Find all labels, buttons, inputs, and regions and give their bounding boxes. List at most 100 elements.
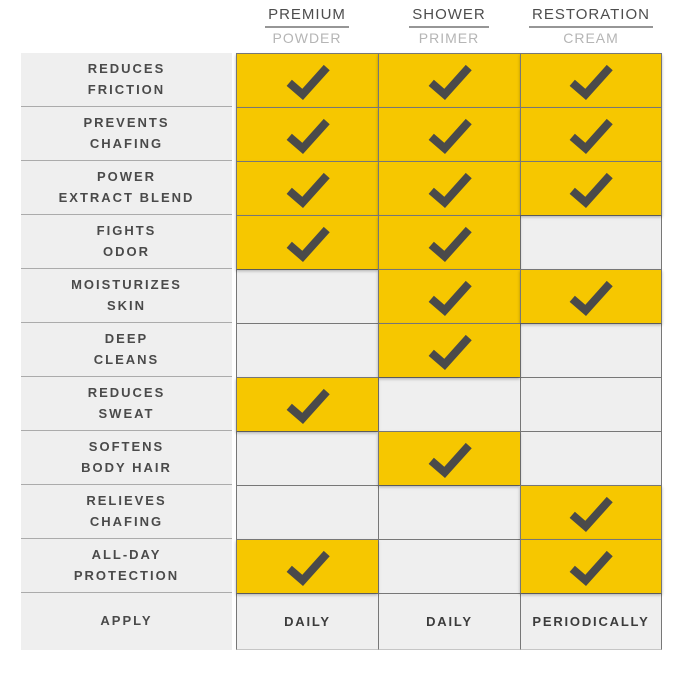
- feature-row-label: REDUCES FRICTION: [21, 53, 232, 107]
- checkmark-icon: [569, 550, 613, 586]
- feature-row: REDUCES FRICTION: [21, 53, 662, 107]
- check-cell: [236, 377, 378, 431]
- check-cell: [236, 215, 378, 269]
- feature-row-label: PREVENTS CHAFING: [21, 107, 232, 161]
- feature-row: FIGHTS ODOR: [21, 215, 662, 269]
- checkmark-icon: [569, 64, 613, 100]
- feature-label-line: PROTECTION: [73, 567, 180, 583]
- checkmark-icon: [286, 226, 330, 262]
- feature-label-line: ALL-DAY: [91, 547, 162, 563]
- feature-row: MOISTURIZES SKIN: [21, 269, 662, 323]
- apply-label-text: APPLY: [100, 613, 153, 629]
- feature-label-line: DEEP: [104, 331, 149, 347]
- feature-label-line: SOFTENS: [88, 439, 165, 455]
- feature-row: RELIEVES CHAFING: [21, 485, 662, 539]
- feature-label-line: FIGHTS: [96, 223, 157, 239]
- check-cell: [378, 431, 520, 485]
- feature-row-label: ALL-DAY PROTECTION: [21, 539, 232, 593]
- feature-label-line: EXTRACT BLEND: [58, 189, 195, 205]
- check-cell: [520, 107, 662, 161]
- feature-label-line: FRICTION: [87, 81, 166, 97]
- chart-area: PREMIUM POWDER SHOWER PRIMER RESTORATION…: [21, 6, 662, 650]
- check-cell: [520, 539, 662, 593]
- header-spacer: [21, 7, 236, 46]
- apply-row: APPLY DAILY DAILY PERIODICALLY: [21, 593, 662, 650]
- checkmark-icon: [286, 118, 330, 154]
- feature-grid: REDUCES FRICTION PREVENTS CHAFING POWER EXTRA…: [21, 53, 662, 650]
- checkmark-icon: [286, 388, 330, 424]
- empty-cell: [378, 377, 520, 431]
- feature-label-line: POWER: [96, 169, 157, 185]
- apply-value-cell: DAILY: [378, 593, 520, 650]
- checkmark-icon: [286, 172, 330, 208]
- check-cell: [378, 53, 520, 107]
- check-cell: [236, 539, 378, 593]
- feature-label-line: RELIEVES: [86, 493, 167, 509]
- check-cell: [378, 269, 520, 323]
- feature-row: ALL-DAY PROTECTION: [21, 539, 662, 593]
- apply-value-text: DAILY: [426, 614, 473, 629]
- column-name: PREMIUM: [265, 6, 349, 28]
- feature-row: PREVENTS CHAFING: [21, 107, 662, 161]
- column-header-premium-powder: PREMIUM POWDER: [236, 6, 378, 46]
- empty-cell: [236, 431, 378, 485]
- checkmark-icon: [286, 64, 330, 100]
- checkmark-icon: [428, 442, 472, 478]
- column-header-restoration-cream: RESTORATION CREAM: [520, 6, 662, 46]
- empty-cell: [378, 485, 520, 539]
- checkmark-icon: [569, 172, 613, 208]
- feature-row-label: REDUCES SWEAT: [21, 377, 232, 431]
- apply-value-text: DAILY: [284, 614, 331, 629]
- check-cell: [236, 53, 378, 107]
- checkmark-icon: [428, 118, 472, 154]
- feature-label-line: SWEAT: [98, 405, 155, 421]
- feature-row: SOFTENS BODY HAIR: [21, 431, 662, 485]
- column-header-shower-primer: SHOWER PRIMER: [378, 6, 520, 46]
- check-cell: [520, 485, 662, 539]
- check-cell: [236, 107, 378, 161]
- feature-row: POWER EXTRACT BLEND: [21, 161, 662, 215]
- empty-cell: [520, 323, 662, 377]
- empty-cell: [520, 377, 662, 431]
- checkmark-icon: [569, 496, 613, 532]
- check-cell: [520, 53, 662, 107]
- empty-cell: [520, 431, 662, 485]
- checkmark-icon: [569, 280, 613, 316]
- feature-row-label: RELIEVES CHAFING: [21, 485, 232, 539]
- feature-label-line: MOISTURIZES: [71, 277, 182, 293]
- column-subname: PRIMER: [418, 29, 480, 46]
- checkmark-icon: [428, 280, 472, 316]
- column-subname: CREAM: [563, 29, 619, 46]
- checkmark-icon: [428, 334, 472, 370]
- check-cell: [378, 215, 520, 269]
- column-name: SHOWER: [409, 6, 489, 28]
- empty-cell: [236, 485, 378, 539]
- empty-cell: [378, 539, 520, 593]
- empty-cell: [236, 269, 378, 323]
- feature-label-line: CHAFING: [89, 513, 164, 529]
- check-cell: [520, 161, 662, 215]
- empty-cell: [520, 215, 662, 269]
- feature-row-label: MOISTURIZES SKIN: [21, 269, 232, 323]
- apply-row-label: APPLY: [21, 593, 232, 650]
- column-name: RESTORATION: [529, 6, 653, 28]
- checkmark-icon: [428, 172, 472, 208]
- feature-row-label: FIGHTS ODOR: [21, 215, 232, 269]
- checkmark-icon: [428, 226, 472, 262]
- feature-label-line: REDUCES: [87, 385, 166, 401]
- feature-row-label: DEEP CLEANS: [21, 323, 232, 377]
- feature-row: DEEP CLEANS: [21, 323, 662, 377]
- empty-cell: [236, 323, 378, 377]
- checkmark-icon: [569, 118, 613, 154]
- apply-value-cell: PERIODICALLY: [520, 593, 662, 650]
- feature-row: REDUCES SWEAT: [21, 377, 662, 431]
- check-cell: [520, 269, 662, 323]
- feature-label-line: CHAFING: [89, 135, 164, 151]
- checkmark-icon: [286, 550, 330, 586]
- apply-value-cell: DAILY: [236, 593, 378, 650]
- feature-label-line: REDUCES: [87, 61, 166, 77]
- feature-label-line: PREVENTS: [83, 115, 170, 131]
- feature-label-line: CLEANS: [93, 351, 160, 367]
- check-cell: [236, 161, 378, 215]
